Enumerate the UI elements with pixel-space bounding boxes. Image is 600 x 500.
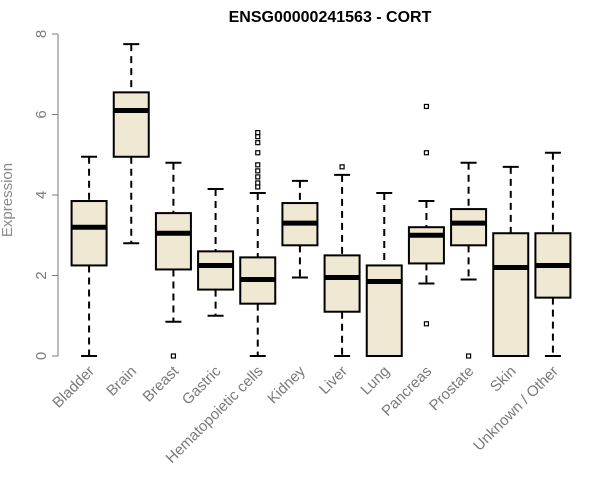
x-tick-label: Prostate [426,363,478,415]
iqr-box [365,264,403,357]
x-tick-label: Kidney [264,362,309,407]
y-axis: 0 2 4 6 8 [33,30,59,360]
box-brain [112,43,150,245]
outlier-point [423,103,430,110]
outlier-point [255,184,261,190]
box-liver [323,164,361,357]
outlier-point [465,353,472,359]
box-kidney [281,179,319,279]
box-lung [365,191,403,357]
outlier-point [255,162,261,168]
outlier-point [255,168,261,174]
iqr-box [154,212,192,271]
boxes-group [70,43,572,359]
box-gastric [197,187,235,317]
x-tick-label: Bladder [49,363,98,412]
iqr-box [492,232,530,357]
outlier-point [255,130,261,136]
iqr-box [70,200,108,267]
box-bladder [70,155,108,357]
outlier-point [339,164,345,170]
outlier-point [255,180,261,186]
outlier-point [423,150,430,156]
outlier-point [255,174,261,180]
box-prostate [450,161,488,359]
x-tick-label: Lung [357,363,393,399]
chart-title: ENSG00000241563 - CORT [229,9,432,26]
x-tick-label: Skin [487,363,520,396]
outlier-point [423,321,430,327]
y-tick-label: 8 [33,30,50,38]
y-tick-label: 0 [33,352,50,360]
x-tick-label: Brain [103,363,140,400]
iqr-box [112,91,150,158]
box-pancreas [407,103,445,327]
y-tick-label: 4 [33,191,50,199]
box-hematopoietic-cells [239,130,277,357]
outlier-point [255,150,261,156]
y-tick-label: 6 [33,110,50,118]
box-unknown-other [534,151,572,357]
iqr-box [450,208,488,247]
x-tick-label: Liver [316,363,351,398]
y-tick-label: 2 [33,271,50,279]
y-axis-label: Expression [0,163,16,237]
iqr-box [407,226,445,265]
outlier-point [255,134,261,140]
iqr-box [323,254,361,313]
box-skin [492,165,530,357]
outlier-point [170,353,177,359]
outlier-point [255,140,261,146]
box-breast [154,161,192,359]
iqr-box [197,250,235,291]
x-tick-label: Breast [140,362,183,405]
